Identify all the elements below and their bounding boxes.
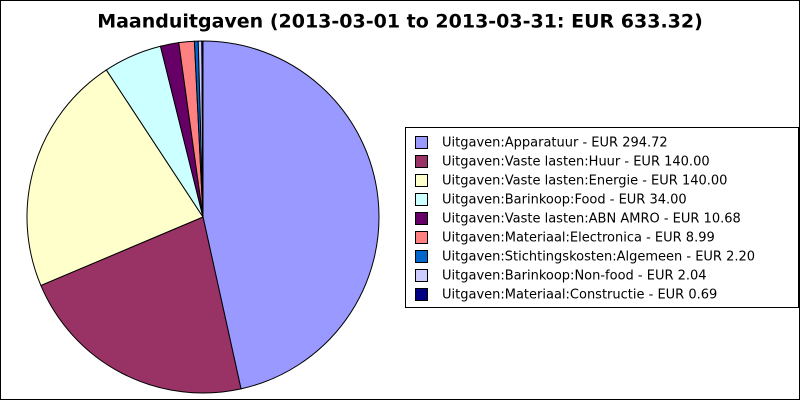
legend-swatch <box>415 212 428 225</box>
legend-swatch <box>415 193 428 206</box>
legend-label: Uitgaven:Vaste lasten:Energie - EUR 140.… <box>442 174 727 189</box>
legend-swatch <box>415 250 428 263</box>
legend-swatch <box>415 231 428 244</box>
legend-swatch <box>415 155 428 168</box>
pie-slice <box>202 40 380 390</box>
legend: Uitgaven:Apparatuur - EUR 294.72 Uitgaven… <box>415 136 755 303</box>
pie-slice <box>40 216 242 394</box>
legend-swatch <box>415 136 428 149</box>
legend-label: Uitgaven:Vaste lasten:Huur - EUR 140.00 <box>442 155 710 170</box>
legend-label: Uitgaven:Apparatuur - EUR 294.72 <box>442 136 668 151</box>
legend-label: Uitgaven:Materiaal:Constructie - EUR 0.6… <box>442 288 717 303</box>
legend-swatch <box>415 288 428 301</box>
legend-label: Uitgaven:Vaste lasten:ABN AMRO - EUR 10.… <box>442 212 741 227</box>
chart-title: Maanduitgaven (2013-03-01 to 2013-03-31:… <box>97 11 703 33</box>
legend-label: Uitgaven:Barinkoop:Food - EUR 34.00 <box>442 193 687 208</box>
pie-slice <box>26 69 204 287</box>
legend-swatch <box>415 174 428 187</box>
legend-label: Uitgaven:Stichtingskosten:Algemeen - EUR… <box>442 250 755 265</box>
pie <box>26 40 380 394</box>
legend-swatch <box>415 269 428 282</box>
legend-box <box>405 127 799 308</box>
pie-slice <box>201 40 204 218</box>
legend-label: Uitgaven:Barinkoop:Non-food - EUR 2.04 <box>442 269 707 284</box>
legend-label: Uitgaven:Materiaal:Electronica - EUR 8.9… <box>442 231 715 246</box>
